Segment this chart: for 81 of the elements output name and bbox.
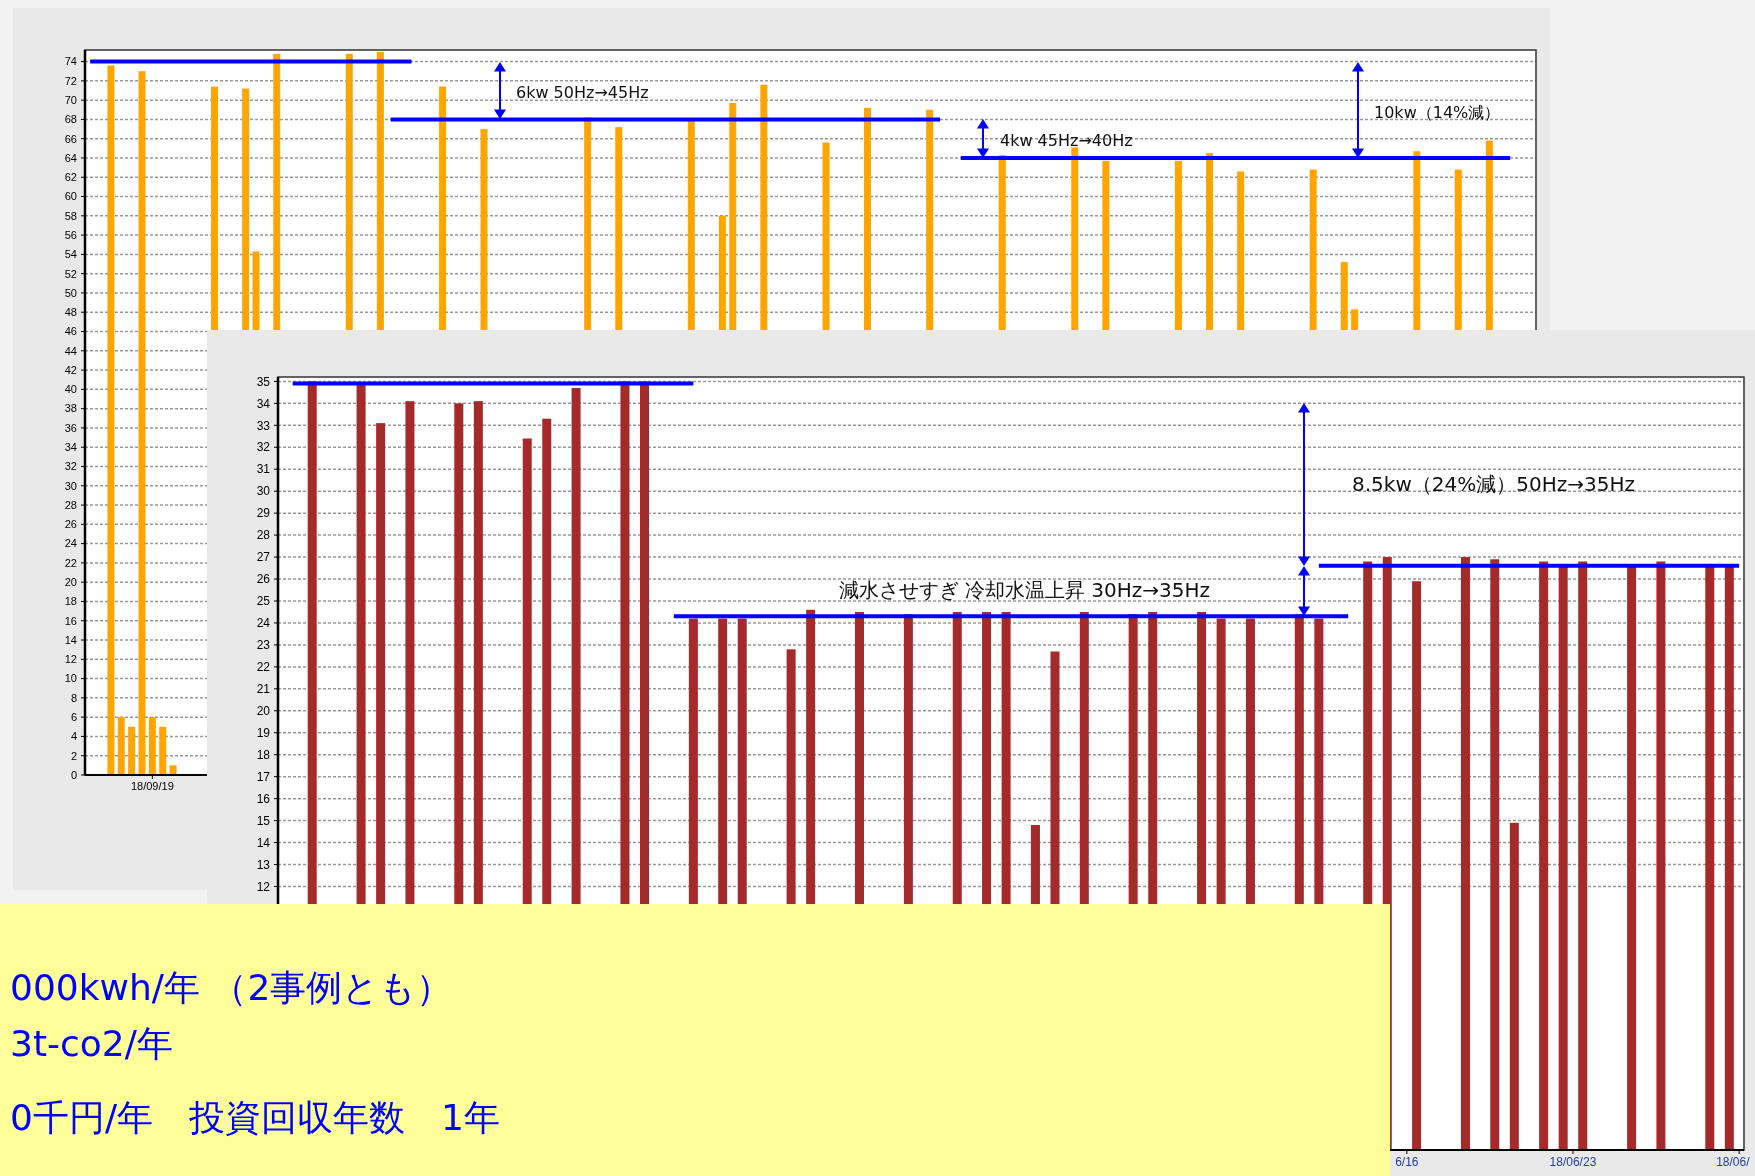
y-tick-label: 28: [256, 528, 271, 543]
y-tick-label: 14: [256, 835, 271, 850]
y-tick-label: 26: [64, 518, 77, 531]
y-tick-label: 66: [64, 132, 77, 145]
y-tick-label: 13: [256, 857, 271, 872]
y-tick-label: 31: [256, 462, 271, 477]
y-tick-label: 24: [64, 537, 77, 550]
bar: [138, 71, 146, 775]
y-tick-label: 12: [64, 653, 77, 666]
y-tick-label: 10: [64, 672, 77, 685]
x-tick-label: 18/09/19: [130, 779, 174, 792]
y-tick-label: 29: [256, 506, 271, 521]
y-tick-label: 50: [64, 286, 77, 299]
y-tick-label: 12: [256, 879, 271, 894]
y-tick-label: 34: [256, 396, 271, 411]
y-tick-label: 54: [64, 248, 77, 261]
y-tick-label: 48: [64, 306, 77, 319]
y-tick-label: 16: [64, 614, 77, 627]
annotation: 10kw（14%減）: [1374, 102, 1501, 122]
annotation: 0千円/年 投資回収年数 1年: [10, 1097, 500, 1138]
y-tick-label: 18: [256, 747, 271, 762]
y-tick-label: 19: [256, 725, 271, 740]
annotation: 4kw 45Hz→40Hz: [1000, 130, 1133, 150]
y-tick-label: 42: [64, 363, 77, 376]
y-tick-label: 8: [70, 691, 77, 704]
y-tick-label: 32: [256, 440, 271, 455]
y-tick-label: 58: [64, 209, 77, 222]
y-tick-label: 23: [256, 638, 271, 653]
y-tick-label: 20: [256, 704, 271, 718]
y-tick-label: 16: [256, 791, 271, 806]
y-tick-label: 60: [64, 190, 77, 203]
y-tick-label: 40: [64, 383, 77, 396]
y-tick-label: 21: [256, 682, 271, 697]
annotation: 6kw 50Hz→45Hz: [516, 82, 649, 102]
y-tick-label: 0: [70, 768, 77, 781]
y-tick-label: 34: [64, 441, 77, 454]
y-tick-label: 30: [256, 484, 271, 499]
y-tick-label: 2: [70, 749, 77, 762]
y-tick-label: 44: [64, 344, 77, 357]
y-tick-label: 33: [256, 418, 271, 433]
y-tick-label: 14: [64, 633, 77, 646]
annotation: 減水させすぎ 冷却水温上昇 30Hz→35Hz: [838, 578, 1210, 602]
bar: [128, 726, 136, 775]
annotation: 8.5kw（24%減）50Hz→35Hz: [1352, 472, 1635, 496]
y-tick-label: 4: [70, 730, 77, 743]
y-tick-label: 74: [64, 55, 77, 68]
y-tick-label: 6: [70, 711, 77, 723]
y-tick-label: 56: [64, 228, 77, 241]
y-tick-label: 32: [64, 460, 77, 473]
x-tick-label: 18/06/: [1716, 1154, 1751, 1169]
y-tick-label: 15: [256, 813, 271, 828]
y-tick-label: 36: [64, 421, 77, 434]
y-tick-label: 30: [64, 479, 77, 492]
y-tick-label: 24: [256, 616, 271, 631]
y-tick-label: 64: [64, 151, 77, 164]
y-tick-label: 22: [64, 556, 77, 569]
y-tick-label: 35: [256, 374, 271, 389]
y-tick-label: 17: [256, 769, 271, 784]
y-tick-label: 68: [64, 113, 77, 126]
y-tick-label: 38: [64, 402, 77, 415]
y-tick-label: 22: [256, 660, 271, 675]
y-tick-label: 70: [64, 93, 77, 106]
y-tick-label: 62: [64, 171, 77, 184]
y-tick-label: 26: [256, 572, 271, 587]
y-tick-label: 20: [64, 576, 77, 589]
y-tick-label: 52: [64, 267, 77, 280]
bar: [169, 765, 177, 775]
x-tick-label: 18/06/23: [1549, 1154, 1597, 1169]
y-tick-label: 25: [256, 594, 271, 609]
x-tick-label: 6/16: [1395, 1154, 1419, 1169]
y-tick-label: 18: [64, 595, 77, 608]
bar: [117, 717, 125, 775]
y-tick-label: 28: [64, 498, 77, 511]
text: 3t-co2/年: [10, 1023, 173, 1064]
y-tick-label: 27: [256, 550, 271, 565]
bar: [148, 717, 156, 775]
bar: [159, 726, 167, 775]
y-tick-label: 46: [64, 325, 77, 338]
annotation: 000kwh/年 （2事例とも）: [10, 967, 453, 1008]
y-tick-label: 72: [64, 74, 77, 87]
bar: [107, 65, 115, 775]
